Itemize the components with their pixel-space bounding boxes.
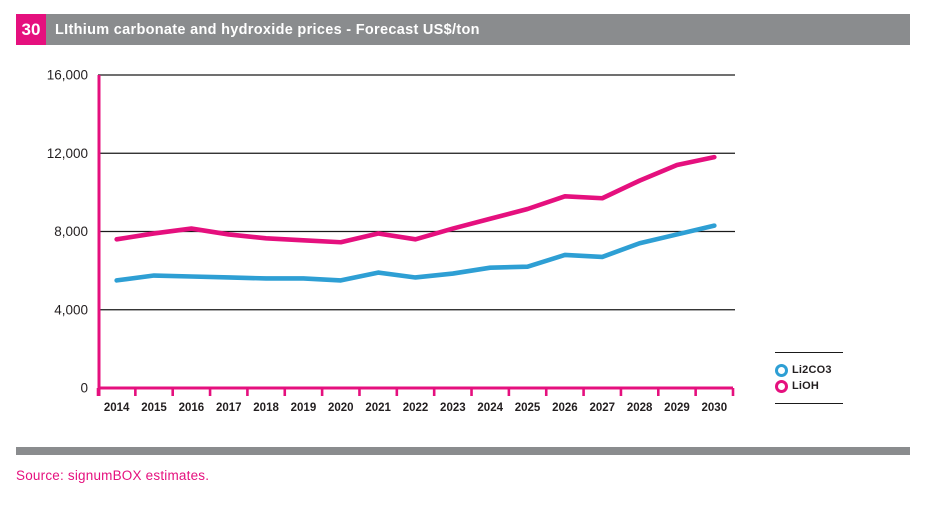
figure-title: LIthium carbonate and hydroxide prices -… [55, 21, 480, 38]
x-tick-label: 2017 [216, 402, 242, 414]
x-tick-label: 2014 [104, 402, 130, 414]
x-tick-label: 2022 [403, 402, 429, 414]
x-tick-label: 2026 [552, 402, 578, 414]
x-tick-label: 2020 [328, 402, 354, 414]
x-tick-label: 2018 [253, 402, 279, 414]
x-tick-label: 2027 [589, 402, 615, 414]
figure-title-bar: LIthium carbonate and hydroxide prices -… [46, 14, 910, 45]
figure-header: 30 LIthium carbonate and hydroxide price… [16, 14, 910, 45]
chart-legend: Li2CO3 LiOH [775, 352, 843, 404]
x-tick-label: 2028 [627, 402, 653, 414]
lioh-line [114, 154, 717, 245]
source-text: Source: signumBOX estimates. [16, 468, 210, 483]
x-tick-label: 2030 [702, 402, 728, 414]
y-tick-label: 0 [80, 381, 88, 396]
y-tick-label: 4,000 [54, 302, 88, 317]
legend-item-li2co3: Li2CO3 [775, 363, 843, 377]
x-tick-label: 2021 [365, 402, 391, 414]
y-tick-label: 8,000 [54, 224, 88, 239]
li2co3-line [114, 223, 717, 283]
x-tick-label: 2016 [179, 402, 205, 414]
x-tick-label: 2015 [141, 402, 167, 414]
li2co3-ring-icon [775, 363, 788, 377]
figure-number-badge: 30 [16, 14, 46, 45]
x-tick-label: 2025 [515, 402, 541, 414]
x-tick-label: 2019 [291, 402, 317, 414]
legend-label-lioh: LiOH [792, 380, 820, 392]
figure-footer-bar [16, 447, 910, 455]
x-tick-label: 2024 [477, 402, 503, 414]
x-tick-label: 2023 [440, 402, 466, 414]
y-tick-label: 16,000 [47, 68, 88, 83]
legend-label-li2co3: Li2CO3 [792, 364, 832, 376]
chart-svg: 0 4,000 8,000 12,000 16,000 2014 2015 2016 2017 2… [47, 68, 735, 414]
y-tick-label: 12,000 [47, 146, 88, 161]
lioh-ring-icon [775, 379, 788, 393]
x-tick-label: 2029 [664, 402, 690, 414]
legend-item-lioh: LiOH [775, 379, 843, 393]
